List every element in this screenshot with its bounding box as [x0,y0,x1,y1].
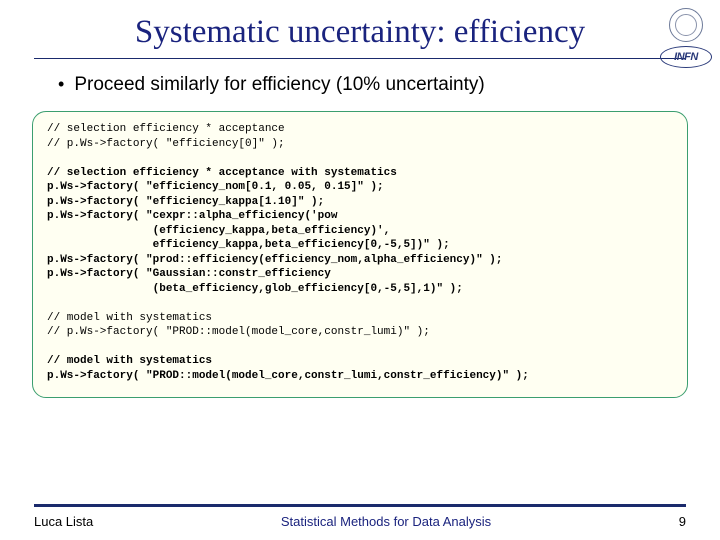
footer-title: Statistical Methods for Data Analysis [281,514,491,529]
bullet-text: Proceed similarly for efficiency (10% un… [74,73,484,97]
infn-logo-text: INFN [674,51,698,63]
code-line: // p.Ws->factory( "efficiency[0]" ); [47,138,285,150]
slide-footer: Luca Lista Statistical Methods for Data … [34,504,686,529]
logo-stack: INFN [660,8,712,68]
slide-title: Systematic uncertainty: efficiency [34,14,686,51]
bullet-dot-icon: • [58,73,64,95]
code-line-bold: p.Ws->factory( "Gaussian::constr_efficie… [47,268,331,280]
footer-author: Luca Lista [34,514,93,529]
footer-rule [34,504,686,507]
code-line-bold: // selection efficiency * acceptance wit… [47,167,397,179]
title-underline [34,58,686,59]
code-line: // p.Ws->factory( "PROD::model(model_cor… [47,326,430,338]
bullet-item: • Proceed similarly for efficiency (10% … [58,73,686,97]
code-line-bold: p.Ws->factory( "cexpr::alpha_efficiency(… [47,210,337,222]
code-line-bold: p.Ws->factory( "PROD::model(model_core,c… [47,370,529,382]
code-line-bold: // model with systematics [47,355,212,367]
slide-number: 9 [679,514,686,529]
code-line-bold: (efficiency_kappa,beta_efficiency)', [47,225,390,237]
code-line-bold: p.Ws->factory( "prod::efficiency(efficie… [47,254,502,266]
code-line-bold: p.Ws->factory( "efficiency_nom[0.1, 0.05… [47,181,384,193]
code-line-bold: (beta_efficiency,glob_efficiency[0,-5,5]… [47,283,463,295]
code-line-bold: efficiency_kappa,beta_efficiency[0,-5,5]… [47,239,450,251]
code-line-bold: p.Ws->factory( "efficiency_kappa[1.10]" … [47,196,324,208]
university-seal-icon [669,8,703,42]
code-line: // model with systematics [47,312,212,324]
code-block: // selection efficiency * acceptance // … [32,111,688,398]
infn-logo-icon: INFN [660,46,712,68]
code-line: // selection efficiency * acceptance [47,123,285,135]
